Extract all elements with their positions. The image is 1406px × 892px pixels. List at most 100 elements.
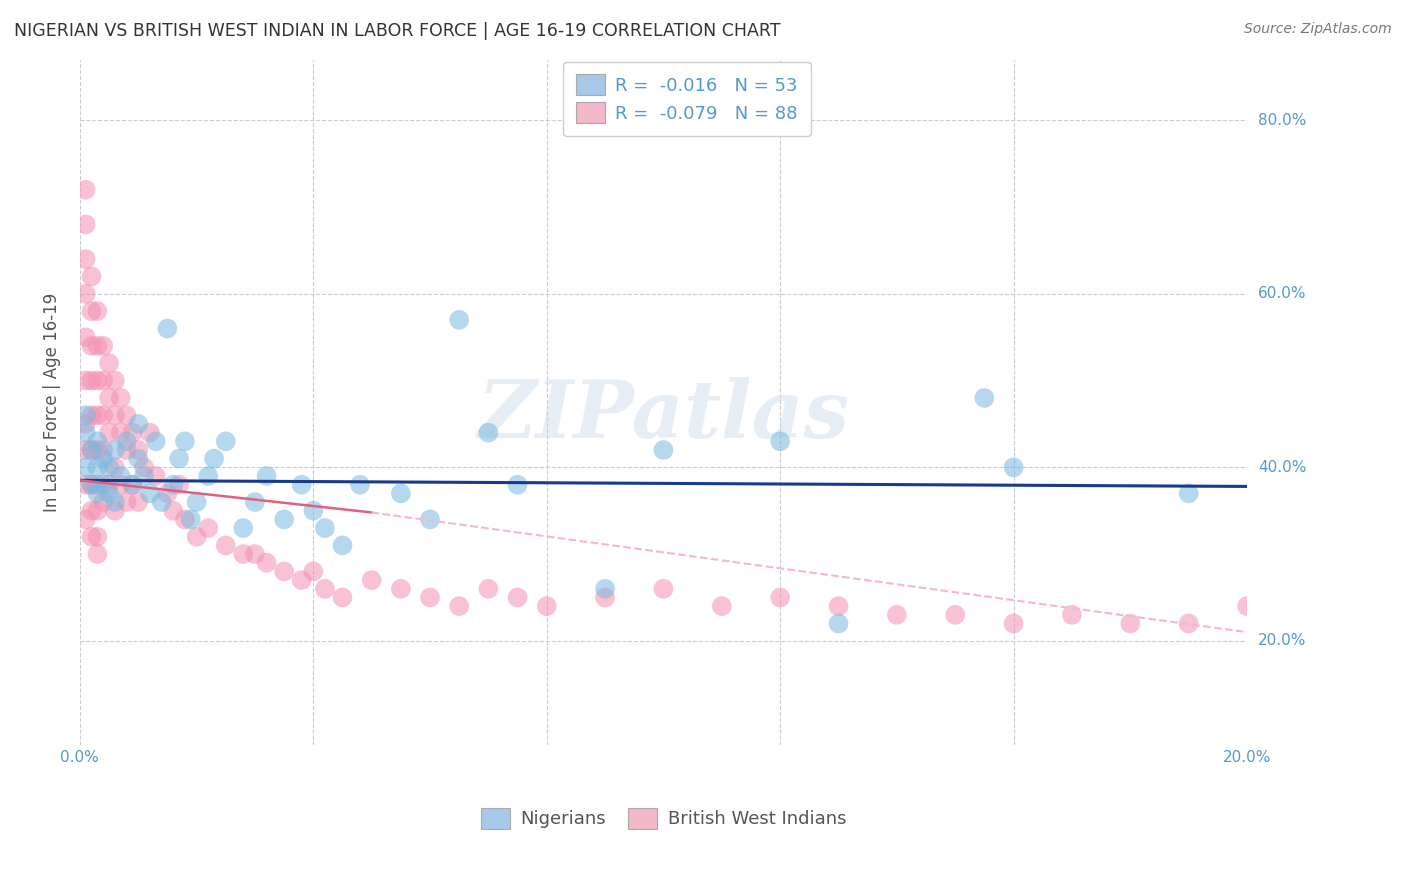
Point [243, 495, 266, 509]
Point [273, 565, 295, 579]
Point [827, 599, 849, 614]
Point [1002, 616, 1025, 631]
Point [506, 591, 529, 605]
Point [115, 442, 138, 457]
Point [75, 286, 97, 301]
Point [91, 442, 114, 457]
Point [139, 486, 162, 500]
Point [127, 442, 149, 457]
Point [110, 469, 132, 483]
Point [86, 504, 108, 518]
Point [86, 434, 108, 449]
Point [449, 313, 471, 327]
Point [477, 582, 499, 596]
Point [1119, 616, 1142, 631]
Point [104, 460, 127, 475]
Point [1060, 607, 1083, 622]
Point [536, 599, 558, 614]
Point [75, 409, 97, 423]
Point [232, 521, 254, 535]
Point [98, 477, 121, 491]
Point [973, 391, 995, 405]
Point [150, 495, 173, 509]
Point [652, 582, 675, 596]
Point [86, 477, 108, 491]
Point [197, 521, 219, 535]
Point [110, 425, 132, 440]
Point [314, 521, 336, 535]
Point [202, 451, 225, 466]
Point [389, 486, 412, 500]
Point [156, 486, 179, 500]
Point [167, 477, 190, 491]
Point [80, 409, 103, 423]
Point [75, 460, 97, 475]
Point [115, 434, 138, 449]
Legend: Nigerians, British West Indians: Nigerians, British West Indians [468, 795, 859, 841]
Point [145, 469, 167, 483]
Point [291, 477, 314, 491]
Point [75, 218, 97, 232]
Point [110, 477, 132, 491]
Point [91, 451, 114, 466]
Point [104, 495, 127, 509]
Point [162, 504, 184, 518]
Text: 20.0%: 20.0% [1258, 633, 1306, 648]
Point [652, 442, 675, 457]
Point [98, 356, 121, 370]
Point [174, 434, 197, 449]
Point [419, 512, 441, 526]
Point [291, 573, 314, 587]
Point [145, 434, 167, 449]
Point [127, 417, 149, 431]
Y-axis label: In Labor Force | Age 16-19: In Labor Force | Age 16-19 [44, 293, 60, 512]
Point [75, 374, 97, 388]
Point [121, 477, 143, 491]
Point [98, 460, 121, 475]
Point [104, 374, 127, 388]
Point [121, 477, 143, 491]
Point [86, 304, 108, 318]
Point [86, 339, 108, 353]
Point [1177, 616, 1199, 631]
Point [302, 565, 325, 579]
Point [132, 460, 155, 475]
Point [360, 573, 382, 587]
Point [75, 417, 97, 431]
Point [477, 425, 499, 440]
Point [80, 339, 103, 353]
Point [1236, 599, 1258, 614]
Point [1002, 460, 1025, 475]
Point [86, 486, 108, 500]
Point [104, 409, 127, 423]
Point [75, 252, 97, 267]
Point [349, 477, 371, 491]
Point [167, 451, 190, 466]
Point [389, 582, 412, 596]
Point [98, 391, 121, 405]
Point [943, 607, 966, 622]
Point [162, 477, 184, 491]
Point [98, 425, 121, 440]
Point [256, 469, 278, 483]
Point [314, 582, 336, 596]
Point [86, 442, 108, 457]
Point [75, 425, 97, 440]
Point [769, 434, 792, 449]
Point [86, 530, 108, 544]
Point [769, 591, 792, 605]
Point [86, 547, 108, 561]
Point [98, 486, 121, 500]
Point [232, 547, 254, 561]
Point [332, 591, 354, 605]
Point [80, 442, 103, 457]
Point [332, 538, 354, 552]
Point [186, 530, 208, 544]
Point [593, 591, 616, 605]
Point [827, 616, 849, 631]
Point [75, 512, 97, 526]
Point [174, 512, 197, 526]
Point [91, 495, 114, 509]
Point [1177, 486, 1199, 500]
Point [80, 477, 103, 491]
